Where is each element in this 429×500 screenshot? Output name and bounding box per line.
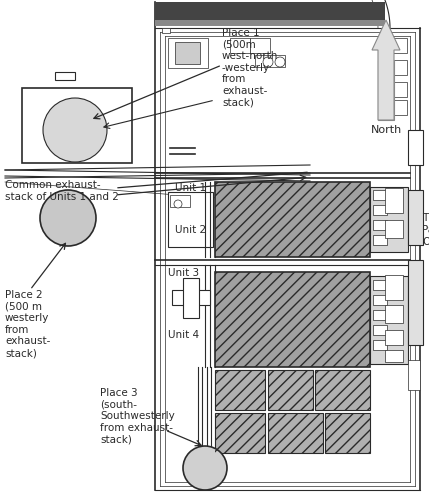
Bar: [155, 20, 385, 26]
Bar: [168, 38, 208, 68]
FancyArrow shape: [372, 20, 400, 120]
Bar: [230, 38, 250, 53]
Bar: [385, 38, 407, 53]
Bar: [215, 413, 265, 453]
Circle shape: [275, 57, 285, 67]
Bar: [315, 370, 370, 410]
Bar: [373, 325, 387, 335]
Text: The
Pacific
Ocean: The Pacific Ocean: [422, 214, 429, 246]
Bar: [183, 278, 199, 318]
Bar: [385, 330, 403, 345]
Bar: [385, 220, 403, 238]
Bar: [315, 370, 370, 410]
Bar: [215, 272, 370, 367]
Bar: [215, 413, 265, 453]
Circle shape: [40, 190, 96, 246]
Bar: [155, 2, 385, 20]
Bar: [268, 370, 313, 410]
Bar: [408, 190, 423, 245]
Bar: [373, 295, 387, 305]
Bar: [408, 360, 420, 390]
Text: Place 3
(south-
Southwesterly
from exhaust-
stack): Place 3 (south- Southwesterly from exhau…: [100, 388, 175, 444]
Bar: [385, 188, 403, 213]
Bar: [408, 260, 423, 345]
Bar: [215, 182, 370, 257]
Bar: [215, 370, 265, 410]
Bar: [215, 272, 370, 367]
Text: Place 1
(500m
west-north
-westerly
from
exhaust-
stack): Place 1 (500m west-north -westerly from …: [222, 28, 278, 108]
Bar: [373, 340, 387, 350]
Bar: [385, 100, 407, 115]
Bar: [373, 280, 387, 290]
Bar: [255, 55, 270, 67]
Bar: [385, 82, 407, 97]
Text: Common exhaust-
stack of Units 1 and 2: Common exhaust- stack of Units 1 and 2: [5, 180, 119, 202]
Bar: [373, 310, 387, 320]
Bar: [268, 370, 313, 410]
Bar: [325, 413, 370, 453]
Bar: [162, 28, 170, 33]
Bar: [378, 60, 394, 120]
Bar: [373, 235, 387, 245]
Bar: [22, 88, 132, 163]
Bar: [172, 290, 210, 305]
Bar: [250, 38, 270, 53]
Bar: [373, 220, 387, 230]
Text: Unit 3: Unit 3: [168, 268, 199, 278]
Bar: [215, 182, 370, 257]
Bar: [268, 413, 323, 453]
Bar: [55, 72, 75, 80]
Text: Unit 2: Unit 2: [175, 225, 206, 235]
Bar: [168, 192, 213, 247]
Bar: [370, 276, 408, 364]
Text: Unit 4: Unit 4: [168, 330, 199, 340]
Bar: [373, 205, 387, 215]
Bar: [408, 130, 423, 165]
Bar: [170, 195, 190, 207]
Bar: [270, 55, 285, 67]
Bar: [385, 350, 403, 362]
Bar: [268, 413, 323, 453]
Text: North: North: [370, 125, 402, 135]
Bar: [385, 275, 403, 300]
Bar: [325, 413, 370, 453]
Text: Unit 1: Unit 1: [175, 183, 206, 193]
Circle shape: [43, 98, 107, 162]
Bar: [385, 305, 403, 323]
Bar: [175, 42, 200, 64]
Bar: [373, 190, 387, 200]
Bar: [385, 60, 407, 75]
Circle shape: [263, 57, 273, 67]
Bar: [215, 370, 265, 410]
Circle shape: [174, 200, 182, 208]
Text: Place 2
(500 m
westerly
from
exhaust-
stack): Place 2 (500 m westerly from exhaust- st…: [5, 290, 50, 358]
Circle shape: [183, 446, 227, 490]
Bar: [370, 187, 408, 252]
